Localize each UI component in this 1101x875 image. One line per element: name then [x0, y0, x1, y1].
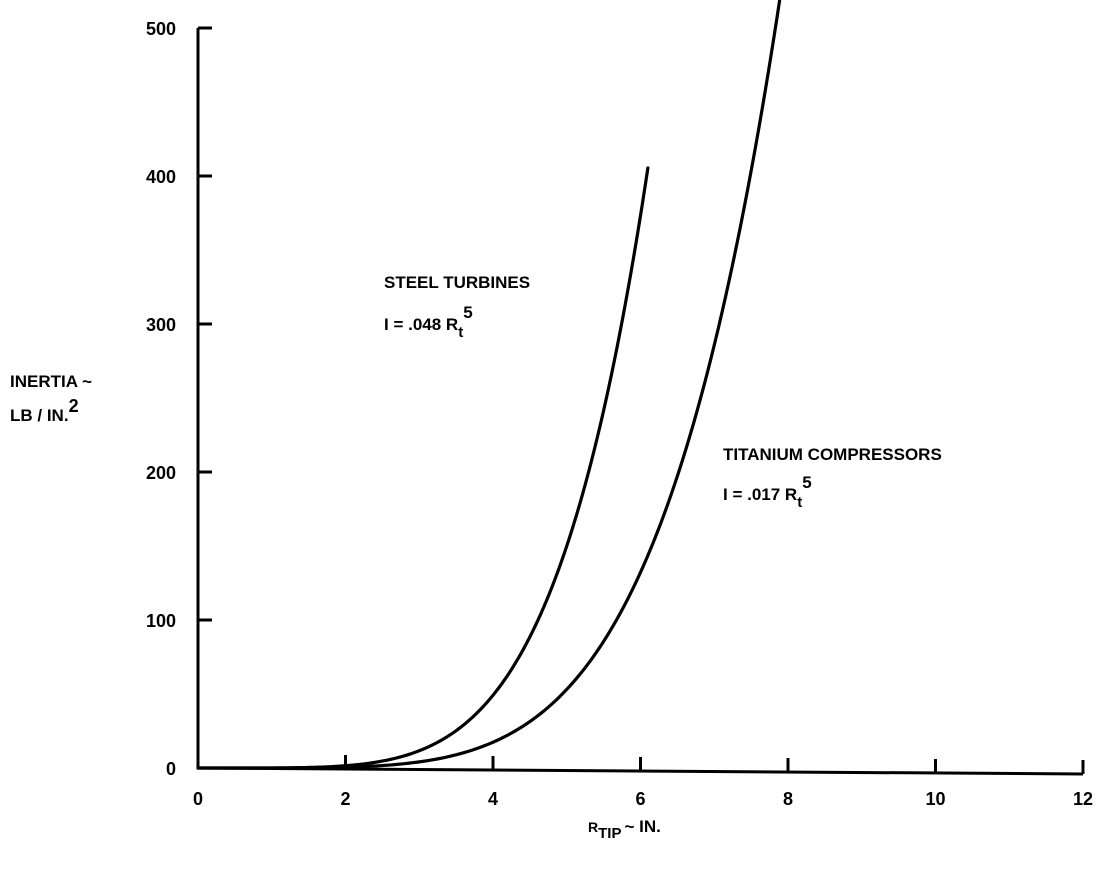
series-steel-turbines-line — [196, 166, 650, 770]
y-tick-label: 100 — [146, 611, 176, 631]
x-axis-title: RTIP ~ IN. — [588, 817, 661, 842]
y-axis-title-superscript: 2 — [69, 396, 79, 416]
x-tick-label: 0 — [193, 789, 203, 809]
x-tick-label: 2 — [340, 789, 350, 809]
titanium-formula-superscript: 5 — [802, 473, 811, 492]
y-axis-title-line1: INERTIA ~ — [10, 372, 92, 391]
x-tick-label: 12 — [1073, 789, 1093, 809]
y-tick-label: 0 — [166, 759, 176, 779]
steel-formula-subscript: t — [458, 324, 463, 341]
x-tick-label: 10 — [925, 789, 945, 809]
x-tick-label: 6 — [635, 789, 645, 809]
y-tick-label: 300 — [146, 315, 176, 335]
annotation-steel-turbines-formula: I = .048 Rt5 — [384, 303, 473, 341]
y-tick-label: 400 — [146, 167, 176, 187]
x-axis-ticks: 0 2 4 6 8 10 12 — [193, 755, 1093, 809]
annotation-titanium-compressors-name: TITANIUM COMPRESSORS — [723, 445, 942, 464]
x-tick-label: 8 — [783, 789, 793, 809]
y-tick-label: 200 — [146, 463, 176, 483]
x-tick-label: 4 — [488, 789, 498, 809]
y-axis-title: INERTIA ~ LB / IN.2 — [10, 372, 92, 425]
annotation-steel-turbines-name: STEEL TURBINES — [384, 273, 530, 292]
titanium-formula-prefix: I = .017 R — [723, 485, 797, 504]
annotation-steel-turbines: STEEL TURBINES I = .048 Rt5 — [384, 273, 530, 341]
y-axis-title-line2: LB / IN.2 — [10, 396, 79, 425]
annotation-titanium-compressors-formula: I = .017 Rt5 — [723, 473, 812, 511]
series-lines — [196, 0, 782, 770]
y-tick-label: 500 — [146, 19, 176, 39]
axes — [196, 28, 1084, 776]
x-axis-title-subscript: TIP — [598, 825, 621, 842]
steel-formula-superscript: 5 — [463, 303, 472, 322]
titanium-formula-subscript: t — [797, 494, 802, 511]
x-axis-title-symbol: R — [588, 819, 598, 835]
y-axis-title-unit: LB / IN. — [10, 406, 69, 425]
x-axis-title-unit: ~ IN. — [624, 817, 660, 836]
steel-formula-prefix: I = .048 R — [384, 315, 458, 334]
annotation-titanium-compressors: TITANIUM COMPRESSORS I = .017 Rt5 — [723, 445, 942, 511]
y-axis-ticks: 0 100 200 300 400 500 — [146, 19, 212, 779]
series-titanium-compressors-line — [196, 0, 782, 770]
